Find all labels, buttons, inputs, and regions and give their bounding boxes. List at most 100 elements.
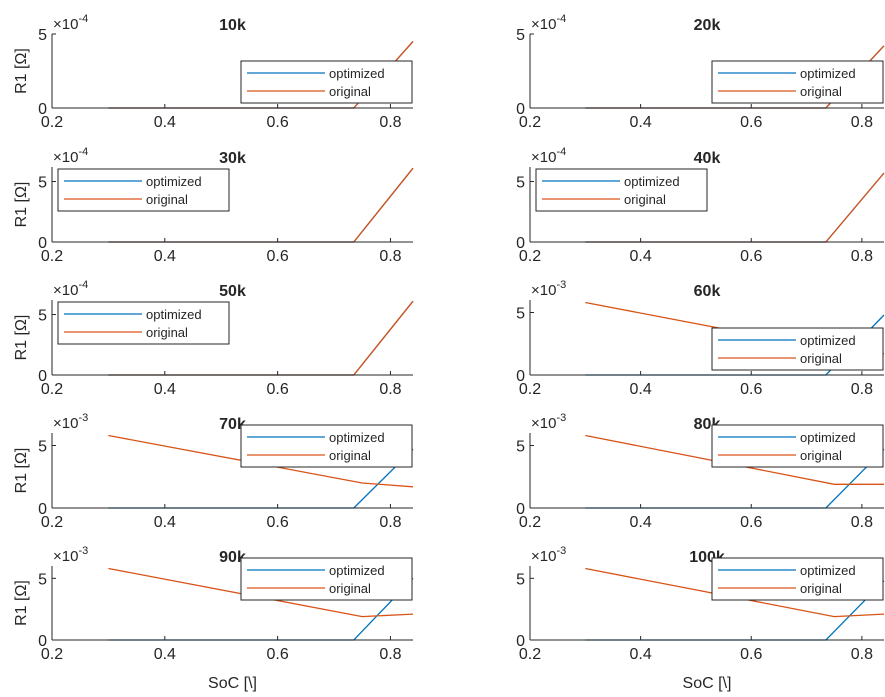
y-axis-label: R1 [Ω] bbox=[13, 48, 30, 94]
x-tick-label: 0.8 bbox=[851, 114, 873, 131]
legend-label-original: original bbox=[800, 351, 842, 366]
series-line-original bbox=[585, 434, 884, 485]
legend-box bbox=[57, 301, 230, 345]
legend-label-optimized: optimized bbox=[329, 66, 385, 81]
subplot-20k: 0.2 0.4 0.6 0.8 0 5 ×10-4 20k optimized original bbox=[516, 13, 885, 131]
x-axis-label: SoC [\] bbox=[683, 675, 732, 692]
x-tick-label: 0.2 bbox=[519, 514, 541, 531]
exponent-label: ×10-3 bbox=[53, 545, 88, 565]
legend-label-optimized: optimized bbox=[329, 563, 385, 578]
legend-label-original: original bbox=[329, 84, 371, 99]
x-tick-label: 0.2 bbox=[41, 646, 63, 663]
x-tick-label: 0.2 bbox=[519, 248, 541, 265]
x-tick-label: 0.8 bbox=[379, 381, 401, 398]
subplot-title: 20k bbox=[694, 17, 721, 34]
y-tick-label: 5 bbox=[516, 175, 525, 192]
exponent-label: ×10-4 bbox=[53, 13, 88, 33]
y-tick-label: 0 bbox=[516, 501, 525, 518]
legend-label-optimized: optimized bbox=[800, 563, 856, 578]
legend-box bbox=[711, 557, 884, 601]
legend-label-original: original bbox=[329, 581, 371, 596]
x-tick-label: 0.6 bbox=[267, 514, 289, 531]
legend: optimized original bbox=[57, 301, 230, 345]
legend: optimized original bbox=[57, 168, 230, 212]
legend-box bbox=[240, 60, 413, 104]
legend-label-optimized: optimized bbox=[800, 333, 856, 348]
x-tick-label: 0.4 bbox=[154, 114, 176, 131]
legend-label-original: original bbox=[329, 448, 371, 463]
exponent-label: ×10-4 bbox=[531, 13, 566, 33]
x-tick-label: 0.4 bbox=[630, 646, 652, 663]
series-line-original bbox=[585, 567, 885, 618]
legend-box bbox=[711, 424, 884, 468]
x-tick-label: 0.6 bbox=[267, 114, 289, 131]
y-tick-label: 5 bbox=[38, 439, 47, 456]
y-tick-label: 5 bbox=[38, 308, 47, 325]
x-tick-label: 0.6 bbox=[740, 114, 762, 131]
legend-box bbox=[240, 557, 413, 601]
series-line-original bbox=[108, 567, 414, 618]
subplot-title: 30k bbox=[219, 150, 246, 167]
exponent-label: ×10-3 bbox=[531, 412, 566, 432]
subplot-30k: 0.2 0.4 0.6 0.8 0 5 ×10-4 30k R1 [Ω] optimized ori… bbox=[13, 146, 414, 265]
x-tick-label: 0.2 bbox=[519, 114, 541, 131]
x-tick-label: 0.4 bbox=[630, 114, 652, 131]
x-tick-label: 0.2 bbox=[41, 381, 63, 398]
legend-label-optimized: optimized bbox=[800, 430, 856, 445]
y-tick-label: 0 bbox=[516, 235, 525, 252]
y-tick-label: 5 bbox=[516, 571, 525, 588]
x-tick-label: 0.6 bbox=[740, 646, 762, 663]
legend-label-original: original bbox=[800, 581, 842, 596]
subplot-60k: 0.2 0.4 0.6 0.8 0 5 ×10-3 60k optimized original bbox=[516, 279, 885, 398]
x-tick-label: 0.4 bbox=[154, 646, 176, 663]
exponent-label: ×10-3 bbox=[53, 412, 88, 432]
y-tick-label: 0 bbox=[38, 501, 47, 518]
y-tick-label: 5 bbox=[516, 27, 525, 44]
y-tick-label: 0 bbox=[38, 368, 47, 385]
legend-label-original: original bbox=[800, 448, 842, 463]
subplot-title: 10k bbox=[219, 17, 246, 34]
legend-label-optimized: optimized bbox=[329, 430, 385, 445]
y-tick-label: 0 bbox=[516, 633, 525, 650]
legend: optimized original bbox=[535, 168, 708, 212]
x-tick-label: 0.8 bbox=[851, 248, 873, 265]
x-tick-label: 0.6 bbox=[267, 248, 289, 265]
x-axis-label: SoC [\] bbox=[208, 675, 257, 692]
x-tick-label: 0.4 bbox=[154, 248, 176, 265]
legend: optimized original bbox=[240, 557, 413, 601]
legend-label-optimized: optimized bbox=[800, 66, 856, 81]
legend: optimized original bbox=[240, 60, 413, 104]
x-tick-label: 0.6 bbox=[740, 248, 762, 265]
subplot-title: 70k bbox=[219, 416, 246, 433]
x-tick-label: 0.8 bbox=[851, 514, 873, 531]
x-tick-label: 0.8 bbox=[851, 646, 873, 663]
x-tick-label: 0.8 bbox=[379, 646, 401, 663]
legend: optimized original bbox=[711, 60, 884, 104]
subplot-title: 60k bbox=[694, 283, 721, 300]
x-tick-label: 0.4 bbox=[154, 514, 176, 531]
legend: optimized original bbox=[711, 424, 884, 468]
legend-box bbox=[57, 168, 230, 212]
x-tick-label: 0.4 bbox=[154, 381, 176, 398]
legend-label-optimized: optimized bbox=[624, 174, 680, 189]
exponent-label: ×10-4 bbox=[53, 146, 88, 166]
y-axis-label: R1 [Ω] bbox=[13, 315, 30, 361]
y-axis-label: R1 [Ω] bbox=[13, 448, 30, 494]
legend: optimized original bbox=[711, 327, 884, 371]
x-tick-label: 0.6 bbox=[267, 646, 289, 663]
y-tick-label: 0 bbox=[38, 633, 47, 650]
subplot-90k: 0.2 0.4 0.6 0.8 0 5 ×10-3 90k R1 [Ω] SoC [\] optim… bbox=[13, 545, 414, 692]
y-tick-label: 0 bbox=[516, 368, 525, 385]
x-tick-label: 0.6 bbox=[267, 381, 289, 398]
legend: optimized original bbox=[711, 557, 884, 601]
legend-box bbox=[240, 424, 413, 468]
x-tick-label: 0.8 bbox=[379, 114, 401, 131]
subplot-10k: 0.2 0.4 0.6 0.8 0 5 ×10-4 10k R1 [Ω] optimized ori… bbox=[13, 13, 414, 131]
y-axis-label: R1 [Ω] bbox=[13, 580, 30, 626]
x-tick-label: 0.4 bbox=[630, 381, 652, 398]
legend-label-optimized: optimized bbox=[146, 307, 202, 322]
subplot-title: 40k bbox=[694, 150, 721, 167]
x-tick-label: 0.2 bbox=[41, 248, 63, 265]
legend-box bbox=[711, 327, 884, 371]
